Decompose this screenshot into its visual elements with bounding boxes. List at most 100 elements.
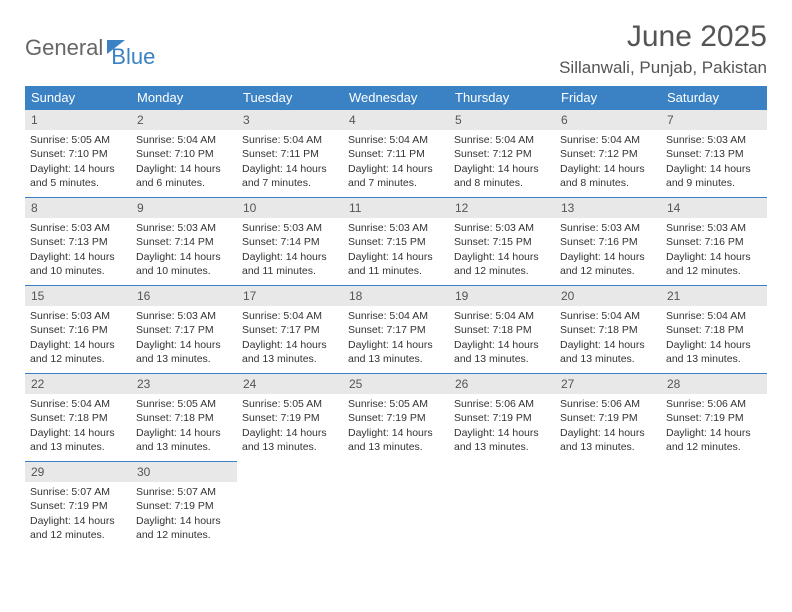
calendar-cell: . [555,461,661,549]
day-number: 6 [555,109,661,130]
day-number: 9 [131,197,237,218]
calendar-row: 8Sunrise: 5:03 AMSunset: 7:13 PMDaylight… [25,197,767,285]
day-number: 27 [555,373,661,394]
day-body: Sunrise: 5:03 AMSunset: 7:16 PMDaylight:… [555,218,661,283]
calendar-cell: 5Sunrise: 5:04 AMSunset: 7:12 PMDaylight… [449,109,555,197]
calendar-cell: 1Sunrise: 5:05 AMSunset: 7:10 PMDaylight… [25,109,131,197]
day-body: Sunrise: 5:04 AMSunset: 7:18 PMDaylight:… [25,394,131,459]
logo-text-general: General [25,35,103,61]
title-block: June 2025 Sillanwali, Punjab, Pakistan [559,20,767,78]
day-body: Sunrise: 5:03 AMSunset: 7:14 PMDaylight:… [131,218,237,283]
calendar-cell: 10Sunrise: 5:03 AMSunset: 7:14 PMDayligh… [237,197,343,285]
calendar-cell: 30Sunrise: 5:07 AMSunset: 7:19 PMDayligh… [131,461,237,549]
day-number: 12 [449,197,555,218]
day-body: Sunrise: 5:05 AMSunset: 7:19 PMDaylight:… [343,394,449,459]
day-body: Sunrise: 5:04 AMSunset: 7:18 PMDaylight:… [449,306,555,371]
day-number: 23 [131,373,237,394]
calendar-cell: 20Sunrise: 5:04 AMSunset: 7:18 PMDayligh… [555,285,661,373]
calendar-cell: 7Sunrise: 5:03 AMSunset: 7:13 PMDaylight… [661,109,767,197]
calendar-body: 1Sunrise: 5:05 AMSunset: 7:10 PMDaylight… [25,109,767,549]
day-number: 13 [555,197,661,218]
calendar-cell: 18Sunrise: 5:04 AMSunset: 7:17 PMDayligh… [343,285,449,373]
calendar-cell: 14Sunrise: 5:03 AMSunset: 7:16 PMDayligh… [661,197,767,285]
calendar-cell: 19Sunrise: 5:04 AMSunset: 7:18 PMDayligh… [449,285,555,373]
day-body: Sunrise: 5:04 AMSunset: 7:18 PMDaylight:… [555,306,661,371]
day-body: Sunrise: 5:03 AMSunset: 7:14 PMDaylight:… [237,218,343,283]
day-body: Sunrise: 5:04 AMSunset: 7:12 PMDaylight:… [449,130,555,195]
day-number: 22 [25,373,131,394]
calendar-table: Sunday Monday Tuesday Wednesday Thursday… [25,86,767,549]
calendar-cell: 21Sunrise: 5:04 AMSunset: 7:18 PMDayligh… [661,285,767,373]
day-body: Sunrise: 5:06 AMSunset: 7:19 PMDaylight:… [661,394,767,459]
calendar-cell: . [343,461,449,549]
day-body: Sunrise: 5:03 AMSunset: 7:13 PMDaylight:… [661,130,767,195]
calendar-cell: 6Sunrise: 5:04 AMSunset: 7:12 PMDaylight… [555,109,661,197]
calendar-cell: . [449,461,555,549]
day-body: Sunrise: 5:04 AMSunset: 7:18 PMDaylight:… [661,306,767,371]
day-number: 14 [661,197,767,218]
day-number: 30 [131,461,237,482]
calendar-cell: 29Sunrise: 5:07 AMSunset: 7:19 PMDayligh… [25,461,131,549]
day-number: 4 [343,109,449,130]
day-number: 3 [237,109,343,130]
calendar-row: 29Sunrise: 5:07 AMSunset: 7:19 PMDayligh… [25,461,767,549]
day-body: Sunrise: 5:07 AMSunset: 7:19 PMDaylight:… [25,482,131,547]
day-body: Sunrise: 5:05 AMSunset: 7:10 PMDaylight:… [25,130,131,195]
weekday-header: Saturday [661,86,767,109]
day-number: 17 [237,285,343,306]
calendar-row: 15Sunrise: 5:03 AMSunset: 7:16 PMDayligh… [25,285,767,373]
day-body: Sunrise: 5:03 AMSunset: 7:13 PMDaylight:… [25,218,131,283]
month-title: June 2025 [559,20,767,54]
calendar-cell: 23Sunrise: 5:05 AMSunset: 7:18 PMDayligh… [131,373,237,461]
logo-text-blue: Blue [111,44,155,70]
day-body: Sunrise: 5:05 AMSunset: 7:18 PMDaylight:… [131,394,237,459]
logo: General Blue [25,26,155,70]
calendar-cell: 3Sunrise: 5:04 AMSunset: 7:11 PMDaylight… [237,109,343,197]
calendar-cell: 11Sunrise: 5:03 AMSunset: 7:15 PMDayligh… [343,197,449,285]
day-number: 18 [343,285,449,306]
day-body: Sunrise: 5:05 AMSunset: 7:19 PMDaylight:… [237,394,343,459]
calendar-cell: 22Sunrise: 5:04 AMSunset: 7:18 PMDayligh… [25,373,131,461]
day-body: Sunrise: 5:04 AMSunset: 7:17 PMDaylight:… [237,306,343,371]
day-body: Sunrise: 5:04 AMSunset: 7:17 PMDaylight:… [343,306,449,371]
calendar-row: 22Sunrise: 5:04 AMSunset: 7:18 PMDayligh… [25,373,767,461]
weekday-header: Sunday [25,86,131,109]
day-number: 15 [25,285,131,306]
day-number: 10 [237,197,343,218]
calendar-cell: 26Sunrise: 5:06 AMSunset: 7:19 PMDayligh… [449,373,555,461]
day-body: Sunrise: 5:04 AMSunset: 7:11 PMDaylight:… [237,130,343,195]
calendar-cell: 24Sunrise: 5:05 AMSunset: 7:19 PMDayligh… [237,373,343,461]
day-number: 21 [661,285,767,306]
day-number: 19 [449,285,555,306]
calendar-cell: . [661,461,767,549]
day-number: 25 [343,373,449,394]
day-number: 20 [555,285,661,306]
calendar-cell: 16Sunrise: 5:03 AMSunset: 7:17 PMDayligh… [131,285,237,373]
header: General Blue June 2025 Sillanwali, Punja… [25,20,767,78]
day-body: Sunrise: 5:06 AMSunset: 7:19 PMDaylight:… [449,394,555,459]
calendar-cell: 27Sunrise: 5:06 AMSunset: 7:19 PMDayligh… [555,373,661,461]
calendar-cell: 2Sunrise: 5:04 AMSunset: 7:10 PMDaylight… [131,109,237,197]
weekday-header: Friday [555,86,661,109]
calendar-cell: 15Sunrise: 5:03 AMSunset: 7:16 PMDayligh… [25,285,131,373]
calendar-row: 1Sunrise: 5:05 AMSunset: 7:10 PMDaylight… [25,109,767,197]
day-body: Sunrise: 5:04 AMSunset: 7:11 PMDaylight:… [343,130,449,195]
weekday-header: Tuesday [237,86,343,109]
weekday-header: Monday [131,86,237,109]
weekday-header: Wednesday [343,86,449,109]
day-number: 24 [237,373,343,394]
day-body: Sunrise: 5:03 AMSunset: 7:16 PMDaylight:… [25,306,131,371]
calendar-cell: 12Sunrise: 5:03 AMSunset: 7:15 PMDayligh… [449,197,555,285]
day-number: 1 [25,109,131,130]
day-body: Sunrise: 5:03 AMSunset: 7:15 PMDaylight:… [449,218,555,283]
calendar-cell: 4Sunrise: 5:04 AMSunset: 7:11 PMDaylight… [343,109,449,197]
calendar-cell: 17Sunrise: 5:04 AMSunset: 7:17 PMDayligh… [237,285,343,373]
day-body: Sunrise: 5:04 AMSunset: 7:10 PMDaylight:… [131,130,237,195]
day-number: 28 [661,373,767,394]
weekday-header: Thursday [449,86,555,109]
day-body: Sunrise: 5:06 AMSunset: 7:19 PMDaylight:… [555,394,661,459]
day-number: 29 [25,461,131,482]
day-number: 8 [25,197,131,218]
weekday-header-row: Sunday Monday Tuesday Wednesday Thursday… [25,86,767,109]
day-body: Sunrise: 5:03 AMSunset: 7:16 PMDaylight:… [661,218,767,283]
